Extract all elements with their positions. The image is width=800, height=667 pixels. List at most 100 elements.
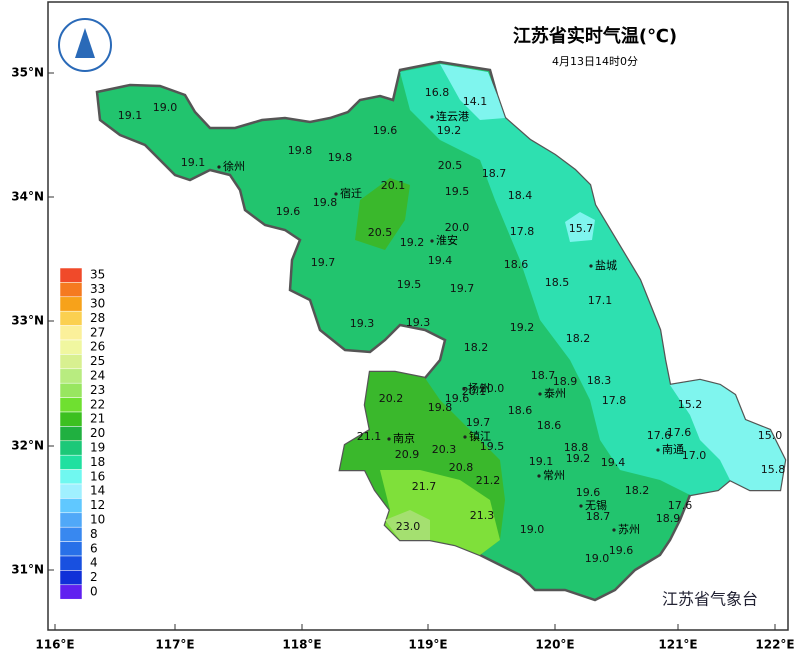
station-temp: 19.2 [510, 321, 535, 334]
legend-swatch [59, 440, 83, 456]
legend-label: 27 [90, 325, 105, 339]
legend-label: 16 [90, 469, 105, 483]
legend-label: 14 [90, 484, 105, 498]
station-temp: 17.8 [510, 225, 535, 238]
legend-swatch [59, 382, 83, 398]
city-name: 常州 [543, 469, 565, 482]
lon-label: 120°E [535, 638, 574, 652]
legend-swatch [59, 541, 83, 557]
station-temp: 19.4 [428, 254, 453, 267]
legend-label: 12 [90, 498, 105, 512]
station-temp: 20.2 [379, 392, 404, 405]
city-dot [538, 392, 542, 396]
city-name: 镇江 [469, 429, 491, 443]
station-temp: 20.5 [368, 226, 393, 239]
city-dot [462, 387, 466, 391]
lat-label: 32°N [11, 439, 44, 453]
title: 江苏省实时气温(℃) [513, 25, 677, 47]
station-temp: 17.0 [682, 449, 707, 462]
lon-label: 117°E [155, 638, 194, 652]
city-name: 盐城 [595, 259, 617, 272]
station-temp: 17.6 [647, 429, 672, 442]
station-temp: 19.8 [328, 151, 353, 164]
lat-label: 35°N [11, 66, 44, 80]
station-temp: 19.5 [397, 278, 422, 291]
city-dot [589, 264, 593, 268]
legend-label: 6 [90, 541, 98, 555]
legend-swatch [59, 339, 83, 355]
legend-swatch [59, 469, 83, 485]
city-name: 南京 [393, 431, 415, 445]
legend-label: 2 [90, 570, 98, 584]
station-temp: 18.4 [508, 189, 533, 202]
station-temp: 21.7 [412, 480, 437, 493]
station-temp: 18.5 [545, 276, 570, 289]
city-name: 扬州 [468, 381, 490, 395]
station-temp: 19.8 [428, 401, 453, 414]
legend-label: 24 [90, 369, 105, 383]
city-dot [387, 437, 391, 441]
station-temp: 19.2 [437, 124, 462, 137]
station-temp: 19.0 [153, 101, 178, 114]
city-dot [612, 528, 616, 532]
city-name: 无锡 [585, 498, 607, 512]
legend-swatch [59, 267, 83, 283]
legend-label: 4 [90, 556, 98, 570]
station-temp: 20.9 [395, 448, 420, 461]
city-name: 宿迁 [340, 186, 362, 200]
legend-swatch [59, 325, 83, 341]
legend-swatch [59, 426, 83, 442]
station-temp: 19.3 [350, 317, 375, 330]
city-dot [656, 448, 660, 452]
legend-swatch [59, 310, 83, 326]
station-temp: 19.8 [313, 196, 338, 209]
station-temp: 15.2 [678, 398, 703, 411]
station-temp: 18.3 [587, 374, 612, 387]
legend-label: 0 [90, 585, 98, 599]
station-temp: 18.9 [553, 375, 578, 388]
legend-label: 26 [90, 340, 105, 354]
cold-patch [440, 64, 785, 490]
city-name: 苏州 [618, 523, 640, 536]
legend-swatch [59, 368, 83, 384]
legend-swatch [59, 512, 83, 528]
station-temp: 18.6 [504, 258, 529, 271]
station-temp: 18.6 [508, 404, 533, 417]
legend-swatch [59, 282, 83, 298]
legend-swatch [59, 296, 83, 312]
legend-label: 35 [90, 268, 105, 282]
station-temp: 18.7 [482, 167, 507, 180]
station-temp: 19.6 [373, 124, 398, 137]
station-temp: 18.2 [625, 484, 650, 497]
station-temp: 18.2 [566, 332, 591, 345]
station-temp: 17.6 [668, 499, 693, 512]
legend-swatch [59, 526, 83, 542]
legend-label: 19 [90, 441, 105, 455]
station-temp: 20.8 [449, 461, 474, 474]
station-temp: 19.6 [576, 486, 601, 499]
station-temp: 18.7 [586, 510, 611, 523]
legend-swatch [59, 498, 83, 514]
station-temp: 19.6 [445, 392, 470, 405]
station-temp: 21.1 [357, 430, 382, 443]
station-temp: 21.2 [476, 474, 501, 487]
city-dot [217, 165, 221, 169]
lon-label: 121°E [658, 638, 697, 652]
province [95, 60, 787, 602]
legend-label: 33 [90, 282, 105, 296]
lon-label: 122°E [755, 638, 794, 652]
station-temp: 19.5 [445, 185, 470, 198]
legend-swatch [59, 584, 83, 600]
lon-label: 116°E [35, 638, 74, 652]
station-temp: 18.8 [564, 441, 589, 454]
legend-label: 22 [90, 397, 105, 411]
legend-label: 25 [90, 354, 105, 368]
station-temp: 18.9 [656, 512, 681, 525]
station-temp: 18.6 [537, 419, 562, 432]
station-temp: 19.1 [118, 109, 143, 122]
hottest-patch [385, 510, 430, 540]
legend-swatch [59, 411, 83, 427]
station-temp: 19.7 [311, 256, 336, 269]
